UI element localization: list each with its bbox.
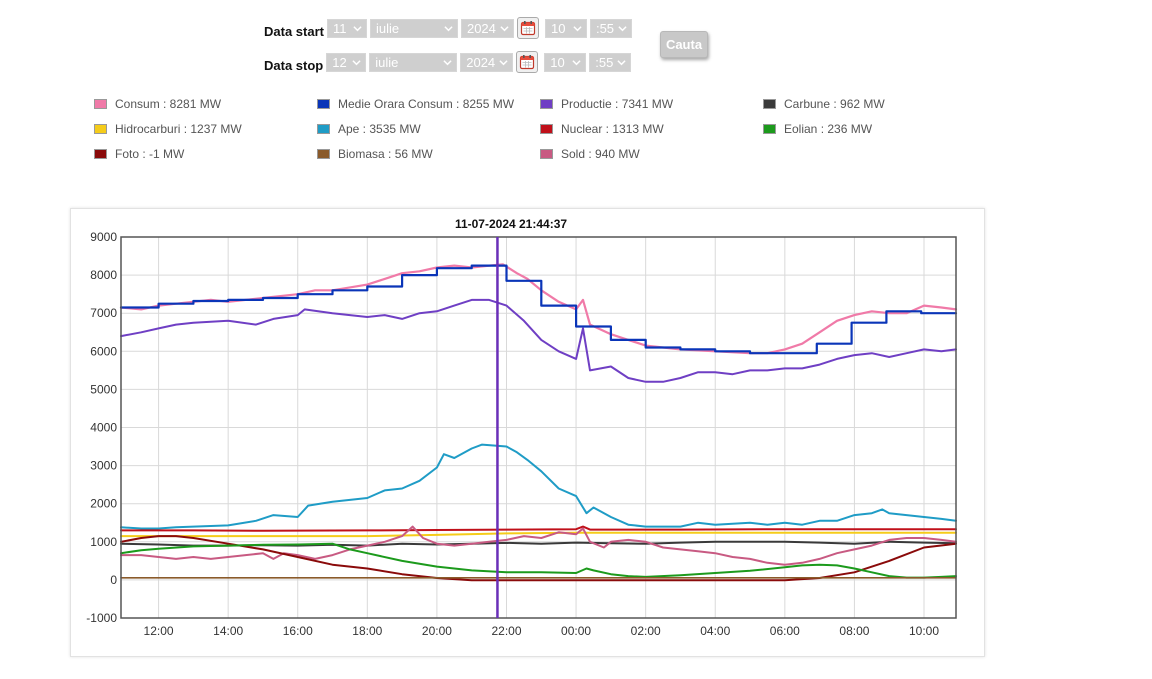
legend-swatch	[763, 124, 776, 134]
x-tick-label: 14:00	[213, 624, 243, 638]
y-tick-label: 2000	[90, 497, 117, 511]
legend-label: Hidrocarburi : 1237 MW	[115, 122, 242, 136]
legend-label: Eolian : 236 MW	[784, 122, 873, 136]
series-line-ape	[120, 443, 957, 530]
start-month-select[interactable]: iulie	[369, 18, 458, 38]
legend-item[interactable]: Eolian : 236 MW	[763, 121, 872, 137]
series-line-medie-orara-consum	[119, 264, 958, 355]
x-tick-label: 02:00	[631, 624, 661, 638]
y-tick-label: 1000	[90, 535, 117, 549]
stop-calendar-button[interactable]	[516, 51, 539, 73]
legend-label: Carbune : 962 MW	[784, 97, 885, 111]
stop-day-select[interactable]: 12	[326, 52, 367, 72]
start-minute-select[interactable]: :55	[589, 18, 632, 38]
plot-border	[120, 236, 957, 619]
stop-hour-select[interactable]: 10	[544, 52, 587, 72]
chevron-down-icon	[499, 59, 508, 65]
date-start-label: Data start	[264, 23, 324, 39]
legend-label: Consum : 8281 MW	[115, 97, 222, 111]
chevron-down-icon	[618, 25, 627, 31]
legend-swatch	[540, 149, 553, 159]
legend-label: Ape : 3535 MW	[338, 122, 421, 136]
series-line-consum	[119, 263, 958, 355]
series-line-nuclear	[120, 525, 957, 532]
date-start-row: Data start 11 iulie 2024 10 :55	[264, 16, 635, 40]
y-tick-label: 0	[110, 573, 117, 587]
x-tick-label: 04:00	[700, 624, 730, 638]
legend-item[interactable]: Carbune : 962 MW	[763, 96, 885, 112]
legend-swatch	[317, 124, 330, 134]
date-stop-label: Data stop	[264, 57, 324, 73]
legend-swatch	[540, 99, 553, 109]
y-tick-label: 5000	[90, 382, 117, 396]
x-tick-label: 12:00	[144, 624, 174, 638]
legend-item[interactable]: Sold : 940 MW	[540, 146, 640, 162]
x-tick-label: 20:00	[422, 624, 452, 638]
legend-item[interactable]: Foto : -1 MW	[94, 146, 184, 162]
start-hour-select[interactable]: 10	[544, 18, 587, 38]
series-line-eolian	[120, 542, 957, 579]
legend-swatch	[317, 149, 330, 159]
legend-item[interactable]: Ape : 3535 MW	[317, 121, 421, 137]
chevron-down-icon	[572, 59, 581, 65]
series-line-sold	[120, 525, 957, 566]
legend-item[interactable]: Hidrocarburi : 1237 MW	[94, 121, 242, 137]
legend-label: Biomasa : 56 MW	[338, 147, 433, 161]
y-tick-label: 9000	[90, 230, 117, 244]
y-tick-label: 4000	[90, 421, 117, 435]
y-tick-label: 8000	[90, 268, 117, 282]
legend-swatch	[94, 149, 107, 159]
chevron-down-icon	[352, 59, 361, 65]
legend-item[interactable]: Productie : 7341 MW	[540, 96, 673, 112]
y-tick-label: 3000	[90, 459, 117, 473]
legend-swatch	[763, 99, 776, 109]
legend-label: Foto : -1 MW	[115, 147, 185, 161]
stop-month-select[interactable]: iulie	[369, 52, 458, 72]
x-tick-label: 18:00	[352, 624, 382, 638]
stop-year-select[interactable]: 2024	[460, 52, 514, 72]
series-line-hidrocarburi	[120, 531, 957, 538]
legend-swatch	[540, 124, 553, 134]
chevron-down-icon	[444, 25, 453, 31]
calendar-icon	[520, 21, 536, 36]
x-tick-label: 08:00	[839, 624, 869, 638]
legend-item[interactable]: Biomasa : 56 MW	[317, 146, 433, 162]
y-tick-label: 7000	[90, 306, 117, 320]
search-button[interactable]: Cauta	[660, 31, 708, 58]
start-day-select[interactable]: 11	[326, 18, 367, 38]
legend-swatch	[317, 99, 330, 109]
start-year-select[interactable]: 2024	[460, 18, 514, 38]
legend-swatch	[94, 124, 107, 134]
series-line-productie	[120, 298, 957, 383]
chevron-down-icon	[353, 25, 362, 31]
legend-swatch	[94, 99, 107, 109]
y-tick-label: -1000	[86, 611, 117, 625]
y-tick-label: 6000	[90, 344, 117, 358]
legend-label: Productie : 7341 MW	[561, 97, 674, 111]
calendar-icon	[520, 55, 535, 70]
legend-item[interactable]: Medie Orara Consum : 8255 MW	[317, 96, 514, 112]
x-tick-label: 16:00	[283, 624, 313, 638]
legend-label: Nuclear : 1313 MW	[561, 122, 664, 136]
chart-title: 11-07-2024 21:44:37	[454, 217, 568, 231]
stop-minute-select[interactable]: :55	[589, 52, 632, 72]
x-tick-label: 10:00	[909, 624, 939, 638]
date-stop-row: Data stop 12 iulie 2024 10 :55	[264, 50, 634, 74]
x-tick-label: 00:00	[561, 624, 591, 638]
legend-label: Medie Orara Consum : 8255 MW	[338, 97, 515, 111]
legend-item[interactable]: Nuclear : 1313 MW	[540, 121, 664, 137]
legend-item[interactable]: Consum : 8281 MW	[94, 96, 221, 112]
x-tick-label: 22:00	[491, 624, 521, 638]
chevron-down-icon	[443, 59, 452, 65]
chevron-down-icon	[617, 59, 626, 65]
legend-label: Sold : 940 MW	[561, 147, 640, 161]
chevron-down-icon	[573, 25, 582, 31]
start-calendar-button[interactable]	[516, 17, 539, 39]
x-tick-label: 06:00	[770, 624, 800, 638]
chevron-down-icon	[500, 25, 509, 31]
